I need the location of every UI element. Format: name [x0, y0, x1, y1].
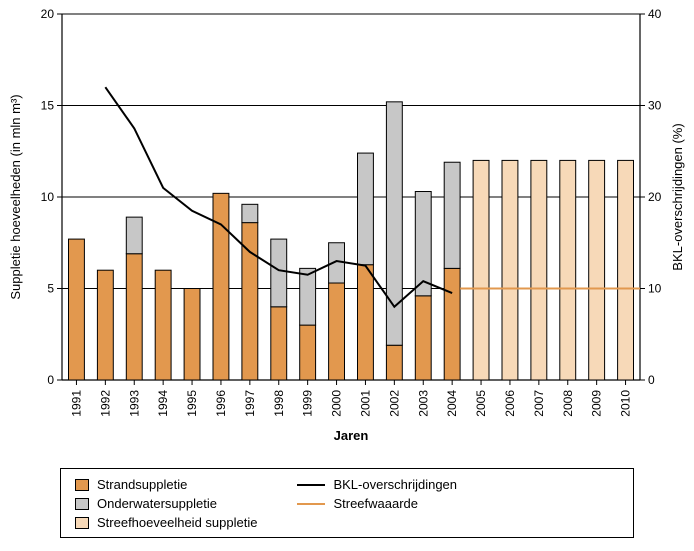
svg-text:1999: 1999	[301, 390, 315, 417]
svg-text:30: 30	[648, 99, 662, 113]
svg-text:1997: 1997	[243, 390, 257, 417]
svg-text:10: 10	[648, 282, 662, 296]
svg-text:20: 20	[41, 7, 55, 21]
svg-text:2007: 2007	[532, 390, 546, 417]
svg-text:2005: 2005	[474, 390, 488, 417]
svg-text:1996: 1996	[214, 390, 228, 417]
x-axis-label: Jaren	[334, 428, 369, 443]
legend-item: Onderwatersuppletie	[75, 496, 257, 511]
svg-text:10: 10	[41, 190, 55, 204]
svg-text:1992: 1992	[98, 390, 112, 417]
legend-swatch	[75, 498, 89, 510]
svg-text:15: 15	[41, 99, 55, 113]
svg-text:1991: 1991	[69, 390, 83, 417]
legend-line-swatch	[297, 503, 325, 505]
svg-text:2001: 2001	[358, 390, 372, 417]
svg-text:2006: 2006	[503, 390, 517, 417]
legend-item: Streefwaaarde	[297, 496, 457, 511]
svg-text:1998: 1998	[272, 390, 286, 417]
svg-text:2009: 2009	[590, 390, 604, 417]
svg-text:1994: 1994	[156, 390, 170, 417]
chart-container: 0510152001020304019911992199319941995199…	[0, 0, 694, 551]
svg-text:0: 0	[648, 373, 655, 387]
legend-swatch	[75, 517, 89, 529]
legend-label: Streefwaaarde	[333, 496, 418, 511]
legend-label: Onderwatersuppletie	[97, 496, 217, 511]
svg-text:2000: 2000	[330, 390, 344, 417]
svg-text:20: 20	[648, 190, 662, 204]
y-left-label: Suppletie hoeveelheden (in mln m³)	[8, 94, 23, 299]
legend-label: BKL-overschrijdingen	[333, 477, 457, 492]
svg-text:5: 5	[47, 282, 54, 296]
y-right-label: BKL-overschrijdingen (%)	[670, 123, 685, 270]
svg-text:2010: 2010	[619, 390, 633, 417]
legend-item: Streefhoeveelheid suppletie	[75, 515, 257, 530]
svg-text:2008: 2008	[561, 390, 575, 417]
legend-item: Strandsuppletie	[75, 477, 257, 492]
legend-item: BKL-overschrijdingen	[297, 477, 457, 492]
svg-text:0: 0	[47, 373, 54, 387]
svg-text:40: 40	[648, 7, 662, 21]
svg-text:1995: 1995	[185, 390, 199, 417]
legend-swatch	[75, 479, 89, 491]
svg-text:2004: 2004	[445, 390, 459, 417]
legend-label: Strandsuppletie	[97, 477, 187, 492]
legend-line-swatch	[297, 484, 325, 486]
svg-text:2003: 2003	[416, 390, 430, 417]
legend: Strandsuppletie Onderwatersuppletie Streef…	[60, 468, 634, 538]
svg-text:1993: 1993	[127, 390, 141, 417]
svg-text:2002: 2002	[387, 390, 401, 417]
legend-label: Streefhoeveelheid suppletie	[97, 515, 257, 530]
